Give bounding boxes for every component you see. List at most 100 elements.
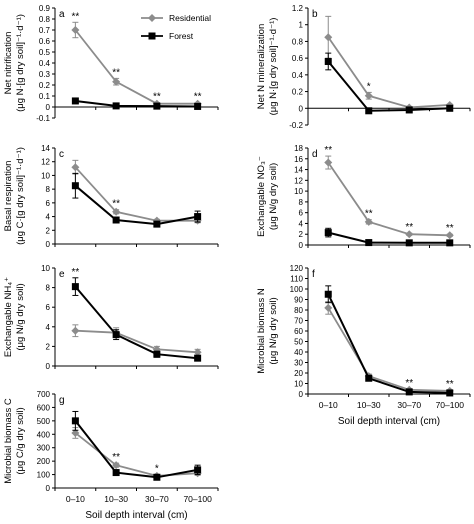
y-tick-label: 16 [294,155,303,164]
panel-e: 0 2 4 6 8 10 Exchangable NH₄⁺ (μg N/g dry soil)… [3,264,219,371]
data-point-forest [194,102,202,110]
data-point-forest [194,466,202,474]
y-tick-label: 0 [299,390,304,399]
significance-marker: * [155,464,159,475]
data-point-forest [112,102,120,110]
data-point-forest [194,354,202,362]
y-axis-label-line: (μg N/g dry soil) [15,283,26,350]
data-point-forest [405,239,413,247]
y-tick-label: 10 [41,264,50,273]
data-point-residential [71,326,80,335]
y-tick-label: 2 [46,342,51,351]
data-point-forest [71,283,79,291]
panel-letter: g [59,395,65,406]
panel-c: 0 2 4 6 8 10 12 14 Basal respiration (μg C·[g dry… [3,144,219,249]
data-point-forest [446,239,454,247]
data-point-forest [365,374,373,382]
data-point-forest [446,389,454,397]
y-tick-label: 100 [290,285,304,294]
y-tick-label: 0 [46,103,51,112]
significance-marker: ** [405,378,413,389]
data-point-forest [446,104,454,112]
x-tick-label: 70–100 [436,400,465,410]
panel-letter: f [312,269,315,280]
y-tick-label: 12 [294,176,303,185]
series-line-residential [74,29,198,105]
y-tick-label: 0.2 [292,88,304,97]
legend-marker [148,14,156,22]
data-point-forest [365,107,373,115]
series-line-residential [327,162,450,237]
panel-a: -0.1 0 0.1 0.2 0.3 0.4 0.5 0.6 0.7 0.8 0.9 Net nitr… [3,4,219,123]
data-point-forest [405,106,413,114]
y-tick-label: 8 [46,185,51,194]
significance-marker: ** [446,223,454,234]
significance-marker: ** [405,222,413,233]
data-point-residential [71,428,80,437]
y-tick-label: 8 [299,198,304,207]
y-tick-label: 700 [37,390,51,399]
data-point-forest [153,473,161,481]
y-tick-label: 300 [37,444,51,453]
series-line-forest [74,285,198,360]
y-tick-label: 120 [290,264,304,273]
data-point-residential [324,303,333,312]
data-point-forest [153,102,161,110]
y-tick-label: 40 [294,348,303,357]
y-tick-label: 1.2 [292,4,304,13]
x-tick-label: 0–10 [319,400,338,410]
panel-b: -0.2 0 0.2 0.4 0.6 0.8 1 1.2 Net N mineralizatio… [256,4,471,130]
y-axis-label-line: (μg N·[g dry soil]⁻¹·d⁻¹) [268,18,279,116]
significance-marker: ** [153,92,161,103]
y-tick-label: 6 [299,209,304,218]
x-axis-label: Soil depth interval (cm) [338,416,440,427]
y-tick-label: 2 [46,226,51,235]
y-tick-label: 80 [294,306,303,315]
y-tick-label: 600 [37,403,51,412]
y-axis-label-line: (μg N/g dry soil) [268,297,279,364]
significance-marker: ** [112,199,120,210]
y-tick-label: 500 [37,417,51,426]
y-tick-label: 70 [294,317,303,326]
data-point-residential [364,217,373,226]
y-tick-label: 0.5 [39,48,51,57]
y-tick-label: 0 [46,484,51,493]
series-line-residential [327,36,450,109]
y-tick-label: 8 [46,284,51,293]
significance-marker: ** [71,267,79,278]
y-tick-label: 18 [294,144,303,153]
y-tick-label: 400 [37,430,51,439]
series-line-forest [74,184,198,226]
panel-letter: b [312,9,318,20]
series-line-residential [74,166,198,222]
data-point-forest [112,216,120,224]
data-point-forest [112,331,120,339]
y-tick-label: 0.6 [292,54,304,63]
panel-letter: d [312,149,318,160]
y-tick-label: 0.3 [39,70,51,79]
data-point-forest [71,417,79,425]
y-axis-label-line: Exchangable NH₄⁺ [3,277,14,357]
data-point-residential [112,77,121,86]
y-tick-label: 200 [37,457,51,466]
y-tick-label: 110 [290,275,303,284]
significance-marker: ** [112,452,120,463]
y-axis-label-line: Microbial biomass C [3,398,14,484]
series-line-forest [328,231,450,244]
y-axis-label-line: Microbial biomass N [256,288,267,374]
y-axis-label-line: Net nitrification [3,32,14,95]
series-line-forest [74,420,198,479]
legend-label: Forest [169,31,194,41]
y-tick-label: 0.1 [39,92,51,101]
panel-letter: e [59,269,65,280]
data-point-forest [153,220,161,228]
data-point-residential [193,348,202,357]
data-point-forest [365,239,373,247]
y-tick-label: 0 [299,104,304,113]
y-tick-label: 4 [46,323,51,332]
y-axis-label-line: (μg C/g dry soil) [15,407,26,474]
significance-marker: * [367,81,371,92]
y-tick-label: 20 [294,369,303,378]
y-tick-label: 4 [299,219,304,228]
